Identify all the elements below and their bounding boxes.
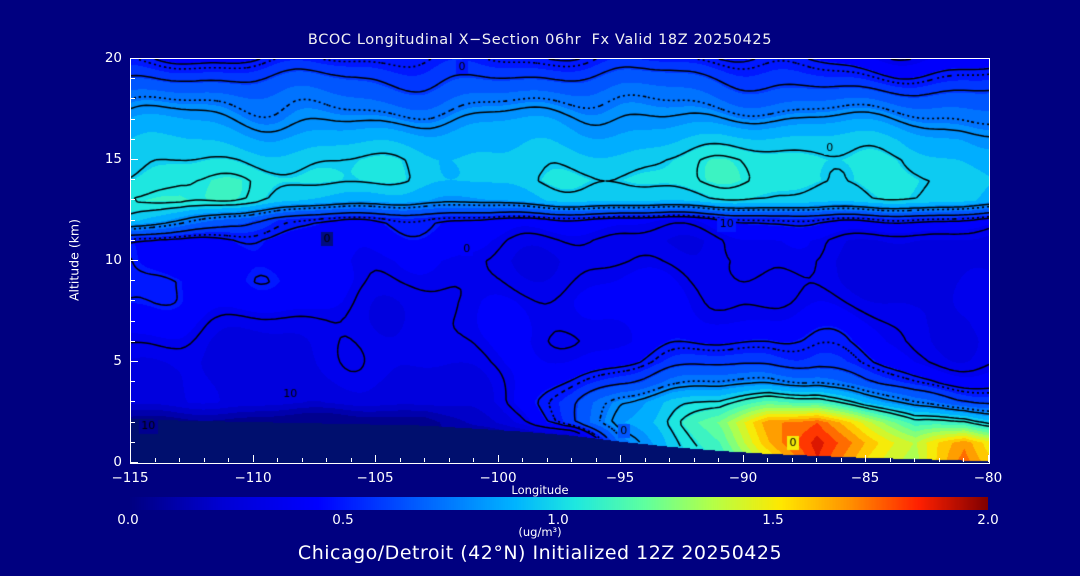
chart-footer: Chicago/Detroit (42°N) Initialized 12Z 2… xyxy=(297,542,783,564)
y-tick-mark xyxy=(131,58,138,59)
x-tick-label: −85 xyxy=(850,470,880,486)
y-tick-minor xyxy=(131,139,135,140)
colorbar-tick-label: 0.5 xyxy=(332,512,354,528)
y-tick-mark xyxy=(131,260,138,261)
y-tick-minor xyxy=(131,199,135,200)
x-tick-label: −100 xyxy=(479,470,517,486)
x-tick-minor xyxy=(596,458,597,462)
colorbar-units-label: (ug/m³) xyxy=(518,525,562,539)
y-tick-label: 20 xyxy=(104,50,122,66)
x-tick-minor xyxy=(645,458,646,462)
x-tick-minor xyxy=(277,458,278,462)
y-tick-minor xyxy=(131,442,135,443)
colorbar xyxy=(128,497,988,510)
x-tick-minor xyxy=(302,458,303,462)
y-tick-mark xyxy=(131,159,138,160)
x-tick-minor xyxy=(449,458,450,462)
x-tick-minor xyxy=(326,458,327,462)
x-tick-mark xyxy=(253,455,254,462)
colorbar-tick-label: 1.0 xyxy=(547,512,569,528)
x-tick-label: −95 xyxy=(605,470,635,486)
y-tick-label: 15 xyxy=(104,151,122,167)
x-tick-minor xyxy=(204,458,205,462)
x-tick-minor xyxy=(228,458,229,462)
x-tick-mark xyxy=(130,455,131,462)
colorbar-tick-label: 0.0 xyxy=(117,512,139,528)
x-tick-mark xyxy=(988,455,989,462)
x-axis-label: Longitude xyxy=(511,483,569,497)
x-tick-minor xyxy=(816,458,817,462)
y-tick-label: 0 xyxy=(113,454,122,470)
y-tick-minor xyxy=(131,422,135,423)
y-tick-minor xyxy=(131,341,135,342)
x-tick-mark xyxy=(498,455,499,462)
chart-title: BCOC Longitudinal X−Section 06hr Fx Vali… xyxy=(307,32,773,48)
colorbar-tick-label: 2.0 xyxy=(977,512,999,528)
y-tick-minor xyxy=(131,119,135,120)
y-tick-minor xyxy=(131,78,135,79)
x-tick-minor xyxy=(547,458,548,462)
x-tick-minor xyxy=(792,458,793,462)
y-tick-minor xyxy=(131,381,135,382)
x-tick-mark xyxy=(865,455,866,462)
x-tick-minor xyxy=(694,458,695,462)
x-tick-label: −80 xyxy=(973,470,1003,486)
heatmap-canvas xyxy=(131,59,989,463)
colorbar-gradient xyxy=(128,497,988,510)
y-axis-label: Altitude (km) xyxy=(66,219,82,301)
x-tick-minor xyxy=(890,458,891,462)
x-tick-minor xyxy=(718,458,719,462)
x-tick-minor xyxy=(351,458,352,462)
x-tick-minor xyxy=(914,458,915,462)
x-tick-label: −105 xyxy=(356,470,394,486)
x-tick-minor xyxy=(767,458,768,462)
y-tick-minor xyxy=(131,321,135,322)
x-tick-minor xyxy=(179,458,180,462)
x-tick-label: −115 xyxy=(111,470,149,486)
x-tick-label: −110 xyxy=(234,470,272,486)
x-tick-minor xyxy=(424,458,425,462)
y-tick-label: 10 xyxy=(104,252,122,268)
x-tick-minor xyxy=(571,458,572,462)
x-tick-mark xyxy=(375,455,376,462)
x-tick-minor xyxy=(669,458,670,462)
x-tick-minor xyxy=(841,458,842,462)
y-tick-minor xyxy=(131,98,135,99)
x-tick-mark xyxy=(743,455,744,462)
y-tick-minor xyxy=(131,179,135,180)
y-tick-mark xyxy=(131,462,138,463)
y-tick-minor xyxy=(131,280,135,281)
y-tick-minor xyxy=(131,300,135,301)
x-tick-minor xyxy=(939,458,940,462)
colorbar-tick-label: 1.5 xyxy=(762,512,784,528)
x-tick-mark xyxy=(620,455,621,462)
x-tick-minor xyxy=(473,458,474,462)
y-tick-minor xyxy=(131,401,135,402)
x-tick-minor xyxy=(400,458,401,462)
x-tick-label: −90 xyxy=(728,470,758,486)
x-tick-minor xyxy=(155,458,156,462)
y-tick-minor xyxy=(131,240,135,241)
y-tick-mark xyxy=(131,361,138,362)
x-tick-minor xyxy=(522,458,523,462)
y-tick-label: 5 xyxy=(113,353,122,369)
plot-area xyxy=(130,58,990,464)
x-tick-minor xyxy=(963,458,964,462)
y-tick-minor xyxy=(131,220,135,221)
